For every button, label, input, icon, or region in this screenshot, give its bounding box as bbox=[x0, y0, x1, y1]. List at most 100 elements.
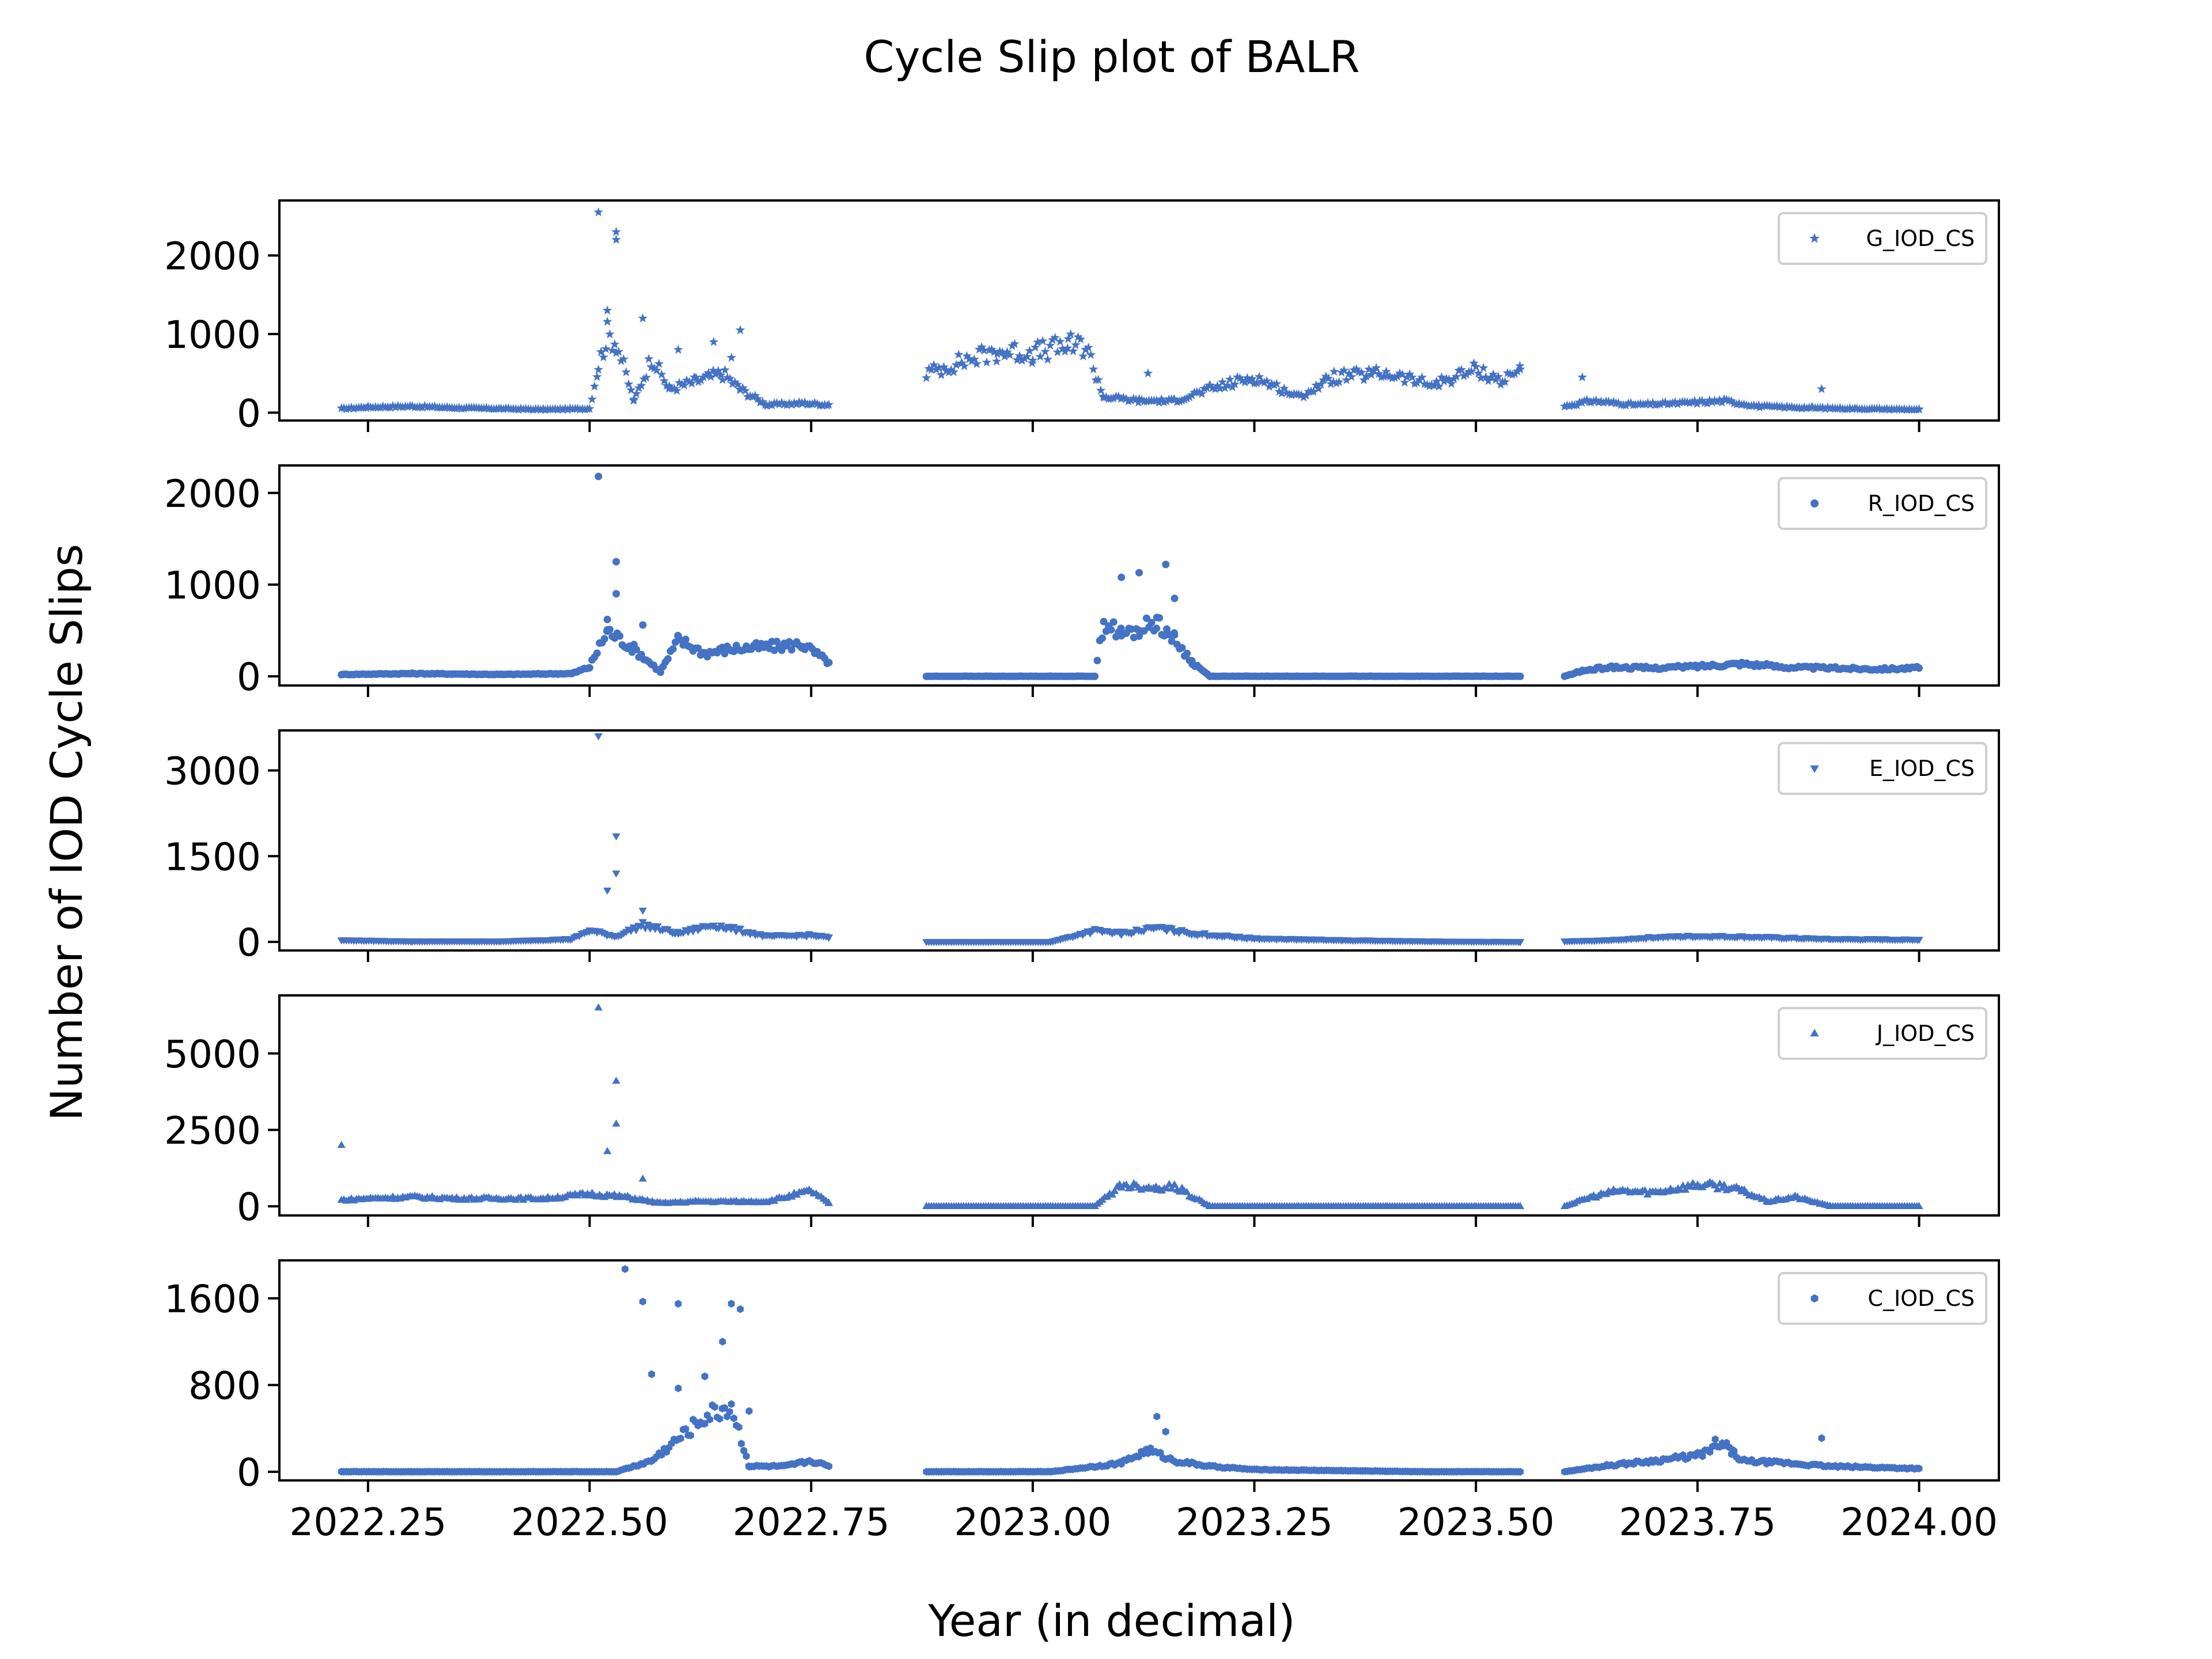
data-point bbox=[1842, 404, 1853, 414]
data-point bbox=[1228, 382, 1237, 392]
data-point bbox=[1835, 403, 1845, 412]
data-point bbox=[740, 1446, 748, 1455]
data-point bbox=[1389, 373, 1400, 382]
data-point bbox=[1643, 397, 1653, 407]
data-point bbox=[777, 397, 787, 407]
data-point bbox=[1645, 399, 1656, 409]
data-point bbox=[1757, 401, 1767, 411]
data-point bbox=[944, 367, 954, 377]
data-point bbox=[934, 363, 944, 372]
data-point bbox=[1062, 343, 1073, 353]
axes-frame bbox=[278, 729, 2000, 952]
data-point bbox=[664, 381, 675, 391]
data-point bbox=[644, 354, 654, 363]
x-tick-label: 2023.25 bbox=[1176, 1500, 1333, 1544]
y-axis-label: Number of IOD Cycle Slips bbox=[41, 544, 92, 1121]
data-point bbox=[498, 404, 509, 414]
data-point bbox=[730, 1414, 737, 1422]
data-point bbox=[681, 635, 690, 643]
data-point bbox=[1084, 342, 1093, 352]
data-point bbox=[634, 382, 644, 392]
data-point bbox=[1162, 560, 1170, 569]
panel-J: 0 2500 5000 J_IOD_CS bbox=[164, 994, 2000, 1229]
data-point bbox=[752, 393, 763, 403]
x-tick-label: 2022.50 bbox=[511, 1500, 668, 1544]
data-point bbox=[1143, 368, 1153, 378]
y-tick-label: 2000 bbox=[164, 472, 261, 516]
data-point bbox=[1048, 335, 1058, 344]
data-point bbox=[694, 644, 702, 652]
data-point bbox=[1156, 394, 1166, 404]
data-point bbox=[1093, 657, 1101, 665]
data-point bbox=[737, 1305, 744, 1313]
data-point bbox=[1376, 372, 1387, 381]
data-point bbox=[715, 370, 726, 380]
data-point bbox=[1816, 384, 1827, 393]
data-point bbox=[725, 373, 735, 383]
data-point bbox=[672, 385, 682, 395]
data-point bbox=[607, 345, 618, 355]
axes-frame bbox=[278, 994, 2000, 1217]
data-point bbox=[929, 359, 939, 369]
data-point bbox=[807, 399, 817, 408]
data-point bbox=[1452, 372, 1461, 381]
data-point bbox=[1217, 377, 1228, 387]
data-point bbox=[1178, 644, 1186, 652]
data-point bbox=[648, 1370, 656, 1378]
data-point bbox=[1729, 1446, 1737, 1455]
data-point bbox=[687, 1431, 694, 1440]
data-point bbox=[675, 1384, 682, 1392]
data-point bbox=[1298, 392, 1309, 402]
data-point bbox=[728, 1400, 735, 1408]
data-point bbox=[1732, 399, 1741, 409]
data-point bbox=[824, 934, 834, 942]
data-point bbox=[1147, 619, 1156, 627]
data-point bbox=[611, 226, 621, 236]
data-point bbox=[703, 368, 714, 377]
data-point bbox=[931, 364, 941, 374]
data-point bbox=[459, 403, 469, 413]
data-point bbox=[735, 325, 745, 335]
data-point bbox=[1152, 395, 1161, 405]
data-point bbox=[682, 1425, 690, 1433]
data-point bbox=[719, 1338, 726, 1346]
data-point bbox=[1213, 381, 1222, 391]
data-point bbox=[1197, 388, 1207, 398]
data-point bbox=[949, 367, 959, 376]
data-point bbox=[1818, 1434, 1825, 1442]
data-point bbox=[1516, 672, 1524, 680]
legend-label: J_IOD_CS bbox=[1876, 1021, 1975, 1046]
data-point bbox=[681, 375, 692, 385]
data-point bbox=[1402, 372, 1412, 381]
data-point bbox=[1516, 939, 1525, 946]
data-point bbox=[698, 372, 709, 381]
data-point bbox=[991, 356, 1002, 366]
y-tick-label: 2000 bbox=[164, 234, 261, 279]
data-point bbox=[969, 354, 979, 363]
data-point bbox=[1608, 396, 1619, 406]
data-point bbox=[1349, 365, 1359, 374]
data-point bbox=[594, 1003, 603, 1011]
data-point bbox=[609, 339, 620, 349]
data-point bbox=[1655, 399, 1665, 408]
data-point bbox=[787, 399, 797, 409]
data-point bbox=[972, 359, 982, 368]
data-point bbox=[701, 1419, 709, 1428]
data-point bbox=[1058, 344, 1067, 353]
data-point bbox=[1272, 378, 1282, 388]
data-point bbox=[657, 369, 666, 379]
y-tick-label: 1600 bbox=[164, 1277, 261, 1321]
data-point bbox=[1108, 393, 1119, 403]
data-point bbox=[1711, 1435, 1719, 1444]
data-point bbox=[787, 646, 796, 654]
data-point bbox=[1017, 355, 1027, 365]
data-point bbox=[1220, 382, 1230, 392]
x-tick-label: 2023.75 bbox=[1619, 1500, 1776, 1544]
legend-box bbox=[1778, 1007, 1987, 1060]
y-tick-label: 1500 bbox=[164, 835, 261, 879]
axes-frame bbox=[278, 199, 2000, 422]
data-point bbox=[1599, 397, 1609, 407]
legend-label: C_IOD_CS bbox=[1868, 1286, 1975, 1311]
data-point bbox=[626, 385, 636, 395]
legend: R_IOD_CS bbox=[1778, 477, 1987, 530]
